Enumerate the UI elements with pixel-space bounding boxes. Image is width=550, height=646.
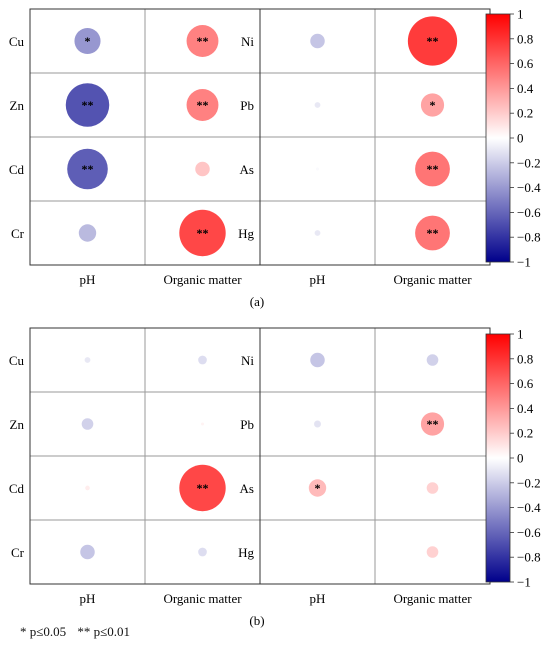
correlation-circle — [310, 352, 325, 368]
correlation-circle — [316, 167, 319, 171]
column-label: pH — [310, 591, 326, 606]
significance-mark: ** — [82, 98, 94, 112]
colorbar-tick-label: 1 — [517, 327, 524, 342]
correlation-circle — [308, 479, 327, 497]
correlation-circle — [415, 151, 450, 187]
row-label: Cr — [11, 545, 25, 560]
column-label: Organic matter — [393, 591, 472, 606]
significance-mark: ** — [427, 162, 439, 176]
significance-mark: ** — [427, 34, 439, 48]
colorbar-tick-label: 0.4 — [517, 81, 534, 96]
significance-mark: ** — [427, 417, 439, 431]
two-star-note: ** p≤0.01 — [77, 624, 131, 639]
correlation-circle — [179, 209, 226, 257]
correlation-circle — [420, 93, 445, 117]
correlation-circle — [186, 25, 219, 57]
column-label: pH — [310, 272, 326, 287]
significance-mark: ** — [197, 226, 209, 240]
colorbar-tick-label: 0 — [517, 451, 524, 466]
correlation-circle — [415, 215, 450, 251]
row-label: Cr — [11, 226, 25, 241]
colorbar-tick-label: 0.8 — [517, 31, 533, 46]
correlation-circle — [85, 485, 90, 491]
significance-mark: ** — [427, 226, 439, 240]
colorbar-tick-label: −0.8 — [517, 230, 541, 245]
colorbar-tick-label: −0.2 — [517, 475, 541, 490]
column-label: Organic matter — [393, 272, 472, 287]
colorbar-tick-label: 0 — [517, 131, 524, 146]
correlation-circle — [84, 357, 91, 363]
correlation-circle — [74, 27, 101, 55]
correlation-circle — [198, 355, 207, 365]
row-label: Ni — [241, 353, 254, 368]
correlation-circle — [78, 224, 97, 242]
significance-legend: * p≤0.05 ** p≤0.01 — [20, 624, 138, 640]
significance-mark: ** — [197, 34, 209, 48]
correlation-circle — [65, 83, 110, 127]
significance-mark: ** — [197, 481, 209, 495]
colorbar — [485, 13, 511, 263]
colorbar-tick-label: −0.6 — [517, 525, 541, 540]
correlation-circle — [314, 230, 321, 236]
correlation-circle — [179, 464, 226, 512]
correlation-circle — [67, 148, 108, 190]
colorbar — [485, 333, 511, 583]
row-label: Zn — [10, 417, 25, 432]
row-label: Cd — [9, 481, 25, 496]
correlation-circle — [314, 102, 321, 108]
row-label: As — [240, 481, 254, 496]
correlation-circle — [316, 550, 319, 554]
one-star-note: * p≤0.05 — [20, 624, 67, 639]
panel-label: (a) — [250, 294, 264, 309]
correlation-circle — [314, 420, 321, 428]
row-label: Cu — [9, 353, 25, 368]
colorbar-tick-label: −1 — [517, 255, 531, 270]
correlation-circle — [81, 418, 94, 430]
colorbar-tick-label: 0.6 — [517, 376, 534, 391]
colorbar-tick-label: −0.4 — [517, 500, 541, 515]
correlation-circle — [195, 161, 210, 177]
correlation-circle — [310, 33, 325, 49]
colorbar-tick-label: −0.4 — [517, 180, 541, 195]
correlation-circle — [407, 16, 458, 66]
colorbar-tick-label: 0.2 — [517, 426, 533, 441]
panel-label: (b) — [249, 613, 264, 628]
correlation-circle — [420, 412, 445, 436]
colorbar-tick-label: −1 — [517, 575, 531, 590]
row-label: As — [240, 162, 254, 177]
colorbar-tick-label: −0.6 — [517, 205, 541, 220]
significance-mark: ** — [197, 98, 209, 112]
significance-mark: ** — [82, 162, 94, 176]
significance-mark: * — [85, 34, 91, 48]
colorbar-tick-label: −0.8 — [517, 550, 541, 565]
row-label: Ni — [241, 34, 254, 49]
correlation-circle — [198, 547, 207, 557]
row-label: Cu — [9, 34, 25, 49]
correlation-circle — [426, 546, 439, 558]
row-label: Hg — [238, 226, 254, 241]
correlation-circle — [426, 482, 439, 494]
colorbar-tick-label: 0.8 — [517, 351, 533, 366]
colorbar-tick-label: −0.2 — [517, 155, 541, 170]
row-label: Cd — [9, 162, 25, 177]
correlation-circle — [201, 422, 204, 426]
row-label: Pb — [240, 417, 254, 432]
significance-mark: * — [315, 481, 321, 495]
column-label: pH — [80, 591, 96, 606]
correlation-circle — [80, 544, 95, 560]
column-label: pH — [80, 272, 96, 287]
correlation-circle — [186, 89, 219, 121]
row-label: Zn — [10, 98, 25, 113]
correlation-circle — [426, 354, 439, 366]
colorbar-tick-label: 0.4 — [517, 401, 534, 416]
column-label: Organic matter — [163, 272, 242, 287]
row-label: Hg — [238, 545, 254, 560]
column-label: Organic matter — [163, 591, 242, 606]
colorbar-tick-label: 0.6 — [517, 56, 534, 71]
significance-mark: * — [430, 98, 436, 112]
row-label: Pb — [240, 98, 254, 113]
colorbar-tick-label: 1 — [517, 7, 524, 22]
colorbar-tick-label: 0.2 — [517, 106, 533, 121]
